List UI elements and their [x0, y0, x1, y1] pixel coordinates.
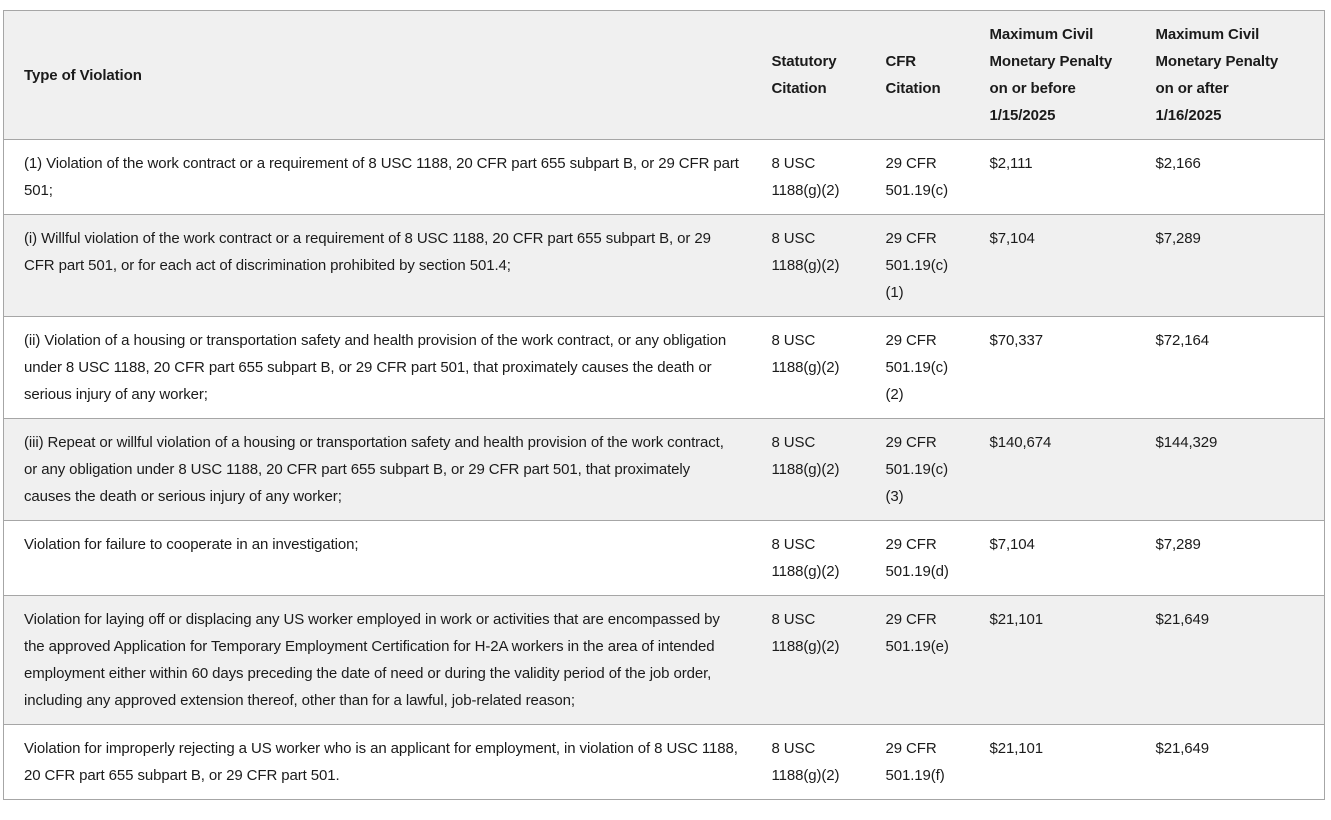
header-row: Type of Violation Statutory Citation CFR… — [3, 10, 1325, 140]
cfr-citation-cell: 29 CFR 501.19(c) (3) — [865, 418, 970, 521]
penalty-after-cell: $72,164 — [1135, 316, 1325, 419]
table-row: (iii) Repeat or willful violation of a h… — [3, 418, 1325, 521]
violation-cell: (ii) Violation of a housing or transport… — [3, 316, 752, 419]
violation-cell: (i) Willful violation of the work contra… — [3, 214, 752, 317]
cfr-citation-cell: 29 CFR 501.19(c) — [865, 139, 970, 215]
violation-cell: Violation for improperly rejecting a US … — [3, 724, 752, 800]
statutory-citation-cell: 8 USC 1188(g)(2) — [751, 595, 866, 725]
statutory-citation-cell: 8 USC 1188(g)(2) — [751, 139, 866, 215]
table-row: Violation for improperly rejecting a US … — [3, 724, 1325, 800]
table-row: Violation for failure to cooperate in an… — [3, 520, 1325, 596]
col-header-penalty-before: Maximum Civil Monetary Penalty on or bef… — [969, 10, 1136, 140]
cfr-citation-cell: 29 CFR 501.19(c) (1) — [865, 214, 970, 317]
violation-cell: Violation for failure to cooperate in an… — [3, 520, 752, 596]
cfr-citation-cell: 29 CFR 501.19(d) — [865, 520, 970, 596]
col-header-statutory-citation: Statutory Citation — [751, 10, 866, 140]
statutory-citation-cell: 8 USC 1188(g)(2) — [751, 724, 866, 800]
violation-cell: Violation for laying off or displacing a… — [3, 595, 752, 725]
penalty-after-cell: $7,289 — [1135, 520, 1325, 596]
penalty-after-cell: $144,329 — [1135, 418, 1325, 521]
penalty-before-cell: $21,101 — [969, 595, 1136, 725]
violation-cell: (1) Violation of the work contract or a … — [3, 139, 752, 215]
statutory-citation-cell: 8 USC 1188(g)(2) — [751, 214, 866, 317]
col-header-cfr-citation: CFR Citation — [865, 10, 970, 140]
penalty-after-cell: $21,649 — [1135, 595, 1325, 725]
col-header-penalty-after: Maximum Civil Monetary Penalty on or aft… — [1135, 10, 1325, 140]
civil-monetary-penalty-table: Type of Violation Statutory Citation CFR… — [3, 10, 1325, 800]
penalty-before-cell: $140,674 — [969, 418, 1136, 521]
cfr-citation-cell: 29 CFR 501.19(f) — [865, 724, 970, 800]
table-row: (1) Violation of the work contract or a … — [3, 139, 1325, 215]
penalty-before-cell: $7,104 — [969, 520, 1136, 596]
penalty-after-cell: $2,166 — [1135, 139, 1325, 215]
table-row: (i) Willful violation of the work contra… — [3, 214, 1325, 317]
penalty-before-cell: $2,111 — [969, 139, 1136, 215]
statutory-citation-cell: 8 USC 1188(g)(2) — [751, 316, 866, 419]
table-body: (1) Violation of the work contract or a … — [3, 139, 1325, 800]
penalty-after-cell: $21,649 — [1135, 724, 1325, 800]
cfr-citation-cell: 29 CFR 501.19(c) (2) — [865, 316, 970, 419]
statutory-citation-cell: 8 USC 1188(g)(2) — [751, 418, 866, 521]
col-header-type-of-violation: Type of Violation — [3, 10, 752, 140]
table-row: Violation for laying off or displacing a… — [3, 595, 1325, 725]
penalty-before-cell: $21,101 — [969, 724, 1136, 800]
penalty-before-cell: $70,337 — [969, 316, 1136, 419]
violation-cell: (iii) Repeat or willful violation of a h… — [3, 418, 752, 521]
penalty-after-cell: $7,289 — [1135, 214, 1325, 317]
statutory-citation-cell: 8 USC 1188(g)(2) — [751, 520, 866, 596]
cfr-citation-cell: 29 CFR 501.19(e) — [865, 595, 970, 725]
table-header: Type of Violation Statutory Citation CFR… — [3, 10, 1325, 140]
penalty-before-cell: $7,104 — [969, 214, 1136, 317]
table-row: (ii) Violation of a housing or transport… — [3, 316, 1325, 419]
